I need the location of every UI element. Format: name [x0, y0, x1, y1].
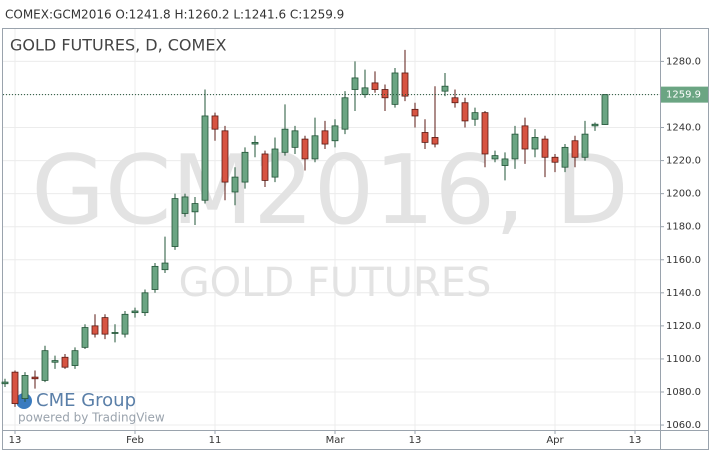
candle-body [31, 376, 39, 380]
y-tick-label: 1220.0 [666, 156, 701, 167]
candle-body [271, 148, 279, 178]
candle-body [321, 130, 329, 145]
candle-body [581, 133, 589, 158]
candle-body [61, 356, 69, 368]
candle-body [21, 375, 29, 399]
y-tick-label: 1240.0 [666, 123, 701, 134]
y-tick-label: 1180.0 [666, 222, 701, 233]
candle-body [371, 82, 379, 90]
x-tick-label: Mar [326, 435, 346, 446]
x-tick-label: 11 [209, 435, 222, 446]
candle-body [541, 138, 549, 158]
candle-body [441, 85, 449, 92]
candle-body [351, 77, 359, 90]
candle-body [591, 123, 599, 127]
candle-body [431, 137, 439, 145]
candle-body [51, 360, 59, 363]
grid [3, 29, 660, 430]
candle-body [111, 332, 119, 334]
candle-body [381, 89, 389, 99]
candle-body [131, 310, 139, 314]
candle-body [411, 108, 419, 117]
candle-body [501, 158, 509, 166]
candle-body [341, 97, 349, 130]
candle-body [41, 350, 49, 381]
candle-body [81, 327, 89, 348]
candle-body [161, 262, 169, 271]
candle-body [481, 112, 489, 155]
watermark-subtitle: GOLD FUTURES [179, 260, 492, 306]
candle-body [551, 156, 559, 163]
candle-body [361, 87, 369, 95]
y-tick-label: 1200.0 [666, 189, 701, 200]
candle-body [531, 137, 539, 150]
candle-body [221, 130, 229, 183]
candle-body [451, 97, 459, 104]
candle-body [391, 72, 399, 105]
candle-body [461, 102, 469, 122]
candle-body [491, 155, 499, 160]
candle-body [511, 133, 519, 160]
candle-body [561, 146, 569, 168]
candle-body [1, 381, 9, 385]
x-tick-label: 13 [9, 435, 22, 446]
y-tick-label: 1280.0 [666, 56, 701, 67]
candle-body [141, 292, 149, 314]
candle-body [281, 128, 289, 153]
y-tick-label: 1100.0 [666, 354, 701, 365]
y-tick-label: 1060.0 [666, 420, 701, 431]
candle-body [211, 115, 219, 130]
candle-body [401, 72, 409, 97]
candle-body [11, 371, 19, 404]
brand-name: CME Group [36, 390, 136, 411]
y-tick-label: 1080.0 [666, 387, 701, 398]
candle-body [101, 317, 109, 335]
candle-body [421, 132, 429, 143]
candle-body [471, 112, 479, 120]
candle-body [71, 350, 79, 366]
candle-body [151, 265, 159, 290]
candle-body [251, 141, 259, 145]
y-tick-label: 1160.0 [666, 255, 701, 266]
candle-body [301, 138, 309, 160]
candle-body [521, 125, 529, 150]
x-tick-label: 13 [409, 435, 422, 446]
candle-body [121, 313, 129, 335]
candle-body [191, 203, 199, 213]
brand-note: powered by TradingView [18, 411, 165, 425]
candle-body [261, 153, 269, 181]
symbol-header: COMEX:GCM2016 O:1241.8 H:1260.2 L:1241.6… [5, 8, 344, 22]
candle-body [201, 115, 209, 201]
last-price-box [661, 86, 708, 103]
candle-body [171, 198, 179, 247]
candle-body [601, 94, 609, 125]
candle-body [181, 196, 189, 214]
y-tick-label: 1140.0 [666, 288, 701, 299]
chart-frame [2, 28, 709, 450]
last-price-label: 1259.9 [666, 90, 701, 101]
candle-body [291, 130, 299, 148]
x-tick-label: Feb [126, 435, 144, 446]
candle-body [311, 135, 319, 160]
candle-body [231, 176, 239, 193]
candle-body [91, 325, 99, 335]
candle-body [331, 125, 339, 142]
watermark: GCM2016, D [31, 136, 628, 246]
x-tick-label: Apr [546, 435, 564, 446]
chart-title: GOLD FUTURES, D, COMEX [10, 36, 226, 55]
candle-body [241, 151, 249, 183]
x-tick-label: 13 [629, 435, 642, 446]
candle-body [571, 140, 579, 158]
y-tick-label: 1120.0 [666, 321, 701, 332]
